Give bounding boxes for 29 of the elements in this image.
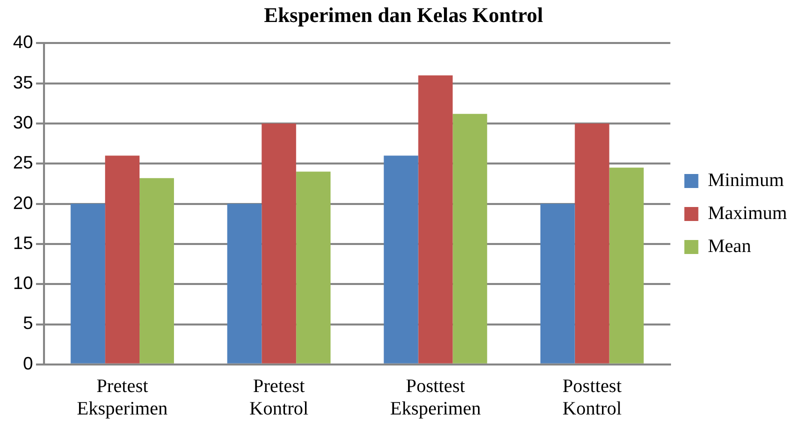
bar <box>574 124 610 364</box>
legend-label: Minimum <box>708 170 784 191</box>
bar <box>609 168 644 364</box>
y-tick-label: 15 <box>12 232 34 253</box>
bar <box>140 178 174 364</box>
y-tick-label: 40 <box>12 32 34 52</box>
y-tick-label: 10 <box>12 273 34 294</box>
bar <box>105 156 140 364</box>
legend-label: Mean <box>708 236 752 257</box>
bar <box>262 124 296 364</box>
bar <box>296 172 331 364</box>
y-tick-label: 0 <box>23 353 34 374</box>
chart-title: Eksperimen dan Kelas Kontrol <box>264 3 544 28</box>
x-tick-label: Posttest Kontrol <box>562 376 622 420</box>
x-tick-label: Pretest Eksperimen <box>76 376 168 420</box>
y-tick-label: 30 <box>12 112 34 132</box>
bar <box>540 204 575 364</box>
bar <box>452 114 488 364</box>
bar <box>418 75 453 364</box>
bar <box>384 156 418 364</box>
x-tick-label: Pretest Kontrol <box>249 376 308 420</box>
bar <box>227 204 262 364</box>
y-tick-label: 5 <box>23 313 34 334</box>
y-tick-label: 25 <box>12 152 34 173</box>
y-tick-label: 35 <box>12 72 34 92</box>
legend-label: Maximum <box>708 202 788 224</box>
bar <box>70 204 106 364</box>
x-tick-label: Posttest Eksperimen <box>390 376 482 420</box>
y-tick-label: 20 <box>12 192 34 213</box>
